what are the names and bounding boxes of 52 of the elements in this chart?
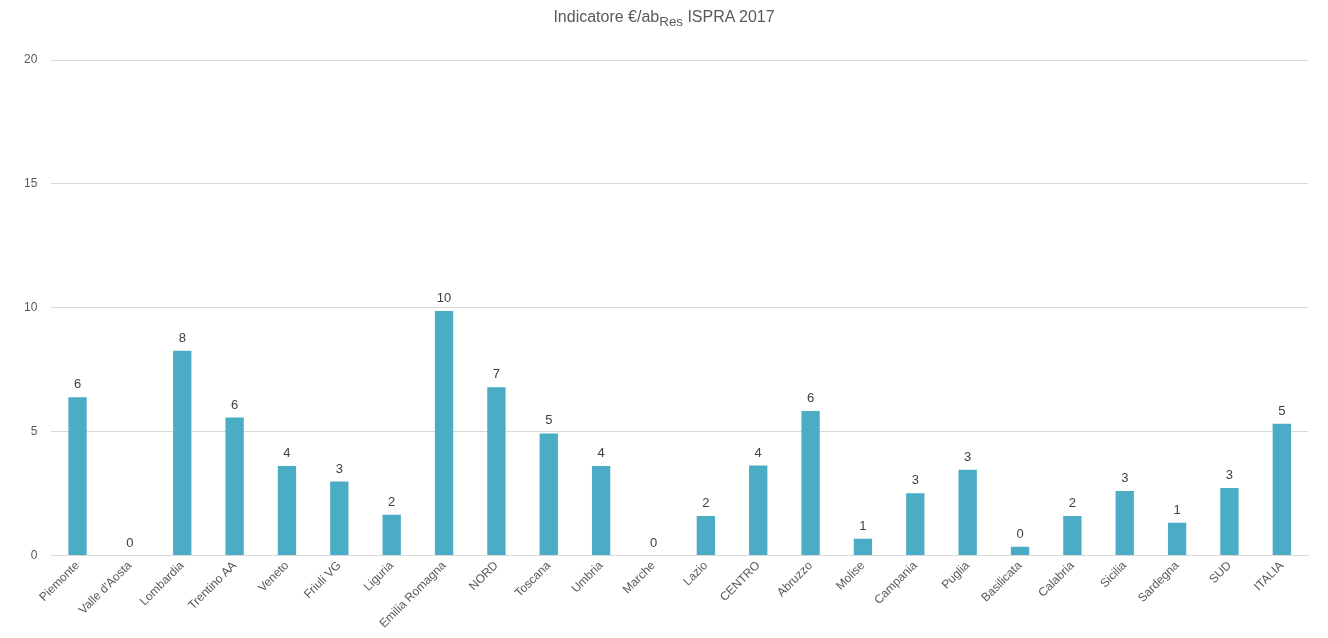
bar <box>68 397 87 556</box>
data-label: 0 <box>126 534 134 550</box>
bar <box>539 433 558 556</box>
bar <box>225 417 244 556</box>
data-label: 3 <box>335 460 343 476</box>
data-label: 4 <box>597 445 605 461</box>
data-label: 3 <box>1121 469 1129 485</box>
data-label: 10 <box>436 290 452 306</box>
y-tick-label: 15 <box>23 176 38 191</box>
bar <box>382 514 401 556</box>
bar <box>1115 490 1134 556</box>
data-label: 2 <box>702 495 710 510</box>
bar <box>173 350 192 556</box>
data-label: 2 <box>1068 495 1076 510</box>
data-label: 4 <box>283 445 291 461</box>
bar <box>277 466 297 556</box>
data-label: 0 <box>649 534 658 550</box>
bar <box>801 411 820 556</box>
bar <box>1272 423 1291 556</box>
bar <box>487 387 506 556</box>
bar <box>749 465 768 556</box>
y-tick-label: 10 <box>23 300 38 315</box>
y-tick-label: 5 <box>30 423 38 438</box>
data-label: 1 <box>859 517 867 533</box>
data-label: 3 <box>964 448 972 464</box>
bar <box>696 515 716 556</box>
data-label: 5 <box>1278 402 1286 418</box>
data-label: 6 <box>230 396 239 412</box>
bar <box>906 493 925 556</box>
data-label: 6 <box>806 390 815 406</box>
chart-title: Indicatore €/ab$_{Res}$ ISPRA 2017 <box>552 8 776 30</box>
data-label: 1 <box>1173 501 1181 517</box>
bar <box>958 469 977 556</box>
data-label: 3 <box>911 472 919 488</box>
bar <box>1010 546 1030 556</box>
data-label: 4 <box>754 444 762 460</box>
data-label: 3 <box>1225 467 1234 482</box>
bar <box>330 481 349 556</box>
data-label: 5 <box>545 412 553 428</box>
data-label: 0 <box>1016 525 1024 541</box>
y-tick-label: 0 <box>30 547 38 562</box>
bar <box>1220 487 1239 556</box>
bar <box>591 466 611 556</box>
bar <box>1167 522 1187 556</box>
bar <box>434 311 454 556</box>
data-label: 8 <box>178 329 186 345</box>
bar <box>853 538 873 556</box>
data-label: 7 <box>492 366 501 382</box>
bar <box>1063 515 1082 556</box>
y-tick-label: 20 <box>23 52 38 67</box>
data-label: 6 <box>73 376 82 392</box>
data-label: 2 <box>388 493 396 509</box>
